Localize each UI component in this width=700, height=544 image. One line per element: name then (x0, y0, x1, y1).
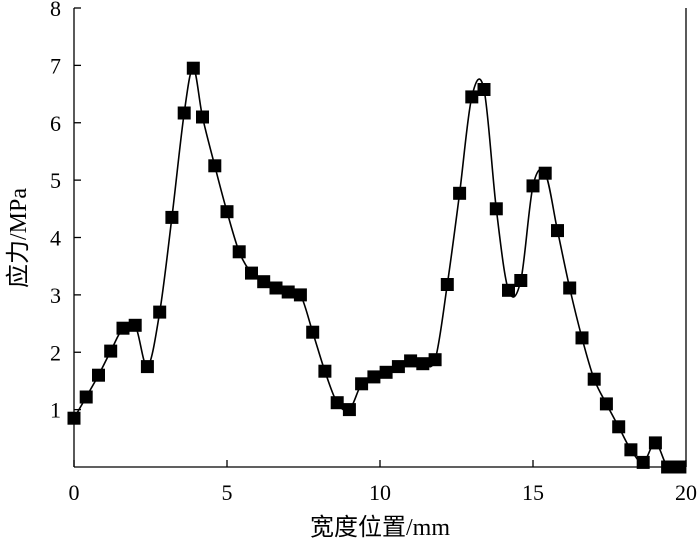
ticks (73, 7, 687, 467)
data-point-48 (648, 436, 662, 450)
data-point-19 (293, 288, 307, 302)
data-point-34 (477, 83, 491, 96)
data-point-18 (281, 285, 295, 299)
x-tick-label-2: 10 (369, 480, 391, 505)
data-point-25 (367, 370, 381, 384)
y-tick-label-2: 3 (50, 283, 61, 308)
data-point-14 (232, 245, 246, 259)
x-tick-label-0: 0 (69, 480, 80, 505)
data-point-23 (342, 403, 356, 417)
data-point-1 (79, 390, 93, 404)
data-point-50 (673, 460, 687, 474)
y-axis-title: 应力/MPa (5, 188, 32, 288)
stress-curve-line (73, 67, 681, 470)
data-point-36 (502, 283, 515, 297)
data-point-12 (208, 159, 222, 173)
data-point-46 (624, 443, 638, 457)
y-tick-label-5: 6 (50, 111, 61, 136)
y-tick-label-6: 7 (50, 53, 61, 78)
data-point-9 (177, 106, 191, 120)
data-markers (67, 61, 687, 474)
data-point-49 (661, 460, 675, 474)
tick-labels: 0 5 10 15 20 1 2 3 4 5 6 7 8 (50, 0, 697, 505)
data-point-17 (269, 281, 283, 295)
data-point-15 (245, 266, 258, 280)
y-tick-label-4: 5 (50, 168, 61, 193)
axes (73, 8, 687, 468)
data-point-0 (67, 411, 81, 425)
x-tick-label-3: 15 (522, 480, 544, 505)
data-point-27 (391, 360, 405, 374)
x-tick-label-1: 5 (222, 480, 233, 505)
data-point-3 (104, 344, 118, 358)
data-point-38 (526, 179, 540, 193)
data-point-7 (153, 305, 167, 319)
data-point-42 (575, 331, 589, 345)
data-point-45 (612, 420, 626, 434)
data-point-8 (165, 210, 179, 224)
data-point-35 (489, 202, 503, 216)
data-point-26 (379, 365, 393, 379)
y-tick-label-7: 8 (50, 0, 61, 21)
data-point-28 (404, 354, 418, 368)
data-point-16 (257, 275, 271, 289)
data-point-10 (186, 61, 200, 75)
data-point-22 (330, 396, 344, 410)
data-point-24 (355, 377, 369, 391)
data-point-33 (465, 90, 479, 104)
data-point-2 (92, 368, 105, 382)
data-point-40 (551, 224, 564, 238)
y-tick-label-3: 4 (50, 226, 61, 251)
data-point-37 (514, 274, 528, 287)
y-tick-label-1: 2 (50, 340, 61, 365)
data-point-4 (116, 321, 130, 335)
data-point-43 (587, 372, 601, 386)
data-point-21 (318, 364, 332, 378)
data-point-5 (128, 318, 142, 332)
data-point-39 (538, 166, 552, 180)
data-point-29 (416, 357, 430, 371)
x-axis-title: 宽度位置/mm (310, 514, 450, 541)
data-point-32 (453, 186, 467, 200)
data-point-31 (440, 278, 454, 291)
data-point-11 (196, 110, 209, 124)
data-point-47 (636, 455, 650, 469)
data-point-41 (563, 281, 577, 295)
y-tick-label-0: 1 (50, 398, 61, 423)
data-point-44 (599, 397, 613, 411)
data-point-6 (140, 360, 154, 374)
x-tick-label-4: 20 (675, 480, 697, 505)
data-point-20 (306, 325, 320, 339)
data-point-13 (220, 205, 234, 219)
data-point-30 (428, 353, 442, 367)
